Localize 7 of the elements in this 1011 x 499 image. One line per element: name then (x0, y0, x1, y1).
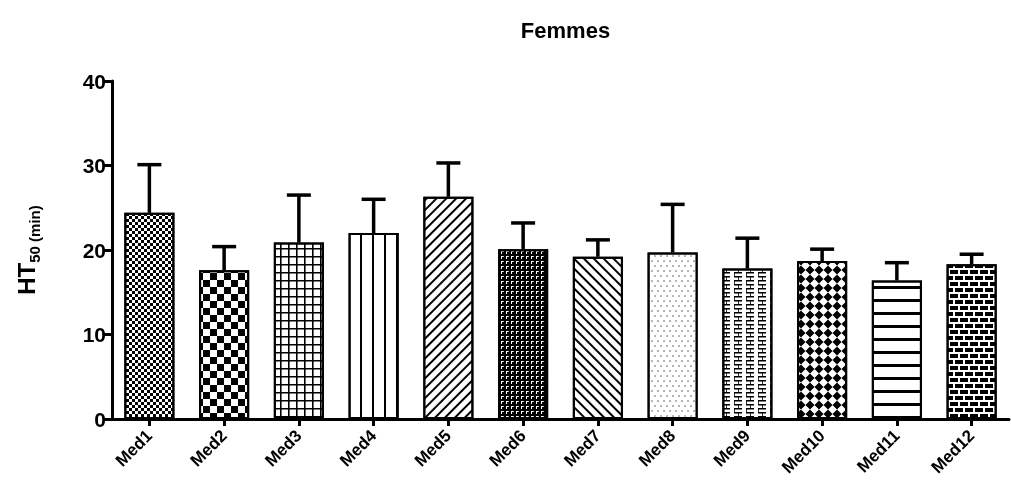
y-tick-label: 0 (94, 407, 106, 431)
y-tick-label: 40 (82, 69, 106, 93)
y-tick-label: 30 (82, 154, 106, 177)
y-tick-label: 10 (82, 323, 106, 346)
chart-title: Femmes (520, 17, 611, 43)
y-tick-label: 20 (82, 238, 106, 262)
y-axis-title: HT50 (min) (12, 205, 43, 295)
